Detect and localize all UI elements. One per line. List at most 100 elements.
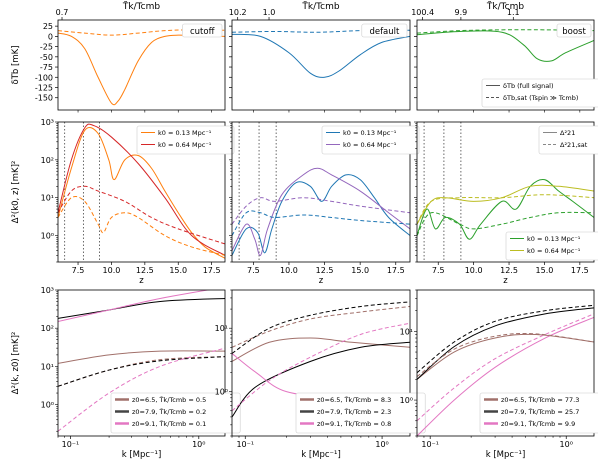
ytick-label-0: 10³ — [41, 286, 54, 295]
ytick-label-0: 10³ — [41, 118, 54, 127]
ytick-label-3: 10⁰ — [41, 232, 54, 241]
legend2-label-1: k0 = 0.64 Mpc⁻¹ — [527, 247, 581, 255]
legend-label-1: z0=7.9, T̃k/Tcmb = 0.2 — [132, 408, 206, 416]
series-line-5 — [58, 347, 225, 432]
series-line-2 — [58, 196, 225, 256]
ytick-label-2: -25 — [40, 43, 53, 52]
xtick-label-4: 17.5 — [571, 266, 589, 275]
legend-label-2: z0=9.1, T̃k/Tcmb = 0.8 — [317, 420, 391, 428]
ytick-label-3: 10⁰ — [41, 401, 54, 410]
axes-frame — [231, 19, 411, 111]
axes-frame — [416, 121, 595, 263]
y-axis-label: Δ²(k0, z) [mK]² — [11, 161, 21, 224]
legend-label-1: z0=7.9, T̃k/Tcmb = 25.7 — [501, 408, 579, 416]
xtick-label-3: 15.0 — [536, 266, 554, 275]
series-line-1 — [58, 29, 225, 36]
legend-label-0: z0=6.5, T̃k/Tcmb = 8.3 — [317, 396, 391, 404]
ytick-label-4: -75 — [40, 63, 53, 72]
axes-frame — [416, 289, 595, 437]
xtick-label-3: 15.0 — [169, 266, 187, 275]
x-axis-label: z — [503, 276, 508, 286]
series-line-1 — [232, 341, 410, 418]
legend-label-1: z0=7.9, T̃k/Tcmb = 2.3 — [317, 408, 391, 416]
ytick-label-1: 10⁰ — [400, 396, 413, 405]
axes-frame — [57, 121, 226, 263]
xtick-label-2: 12.5 — [316, 266, 334, 275]
panel-tag: default — [369, 27, 400, 37]
top-tick-label-1: 9.9 — [455, 8, 468, 17]
ytick-label-0: 10¹ — [400, 327, 413, 336]
legend-label-0: z0=6.5, T̃k/Tcmb = 77.3 — [501, 396, 579, 404]
series-line-0 — [58, 32, 225, 106]
axes-frame — [416, 19, 595, 111]
series-line-0 — [232, 174, 410, 256]
series-line-0 — [417, 30, 594, 62]
panel-tag-box — [182, 23, 223, 38]
series-line-3 — [58, 185, 225, 245]
legend2-box — [505, 231, 598, 261]
ytick-label-3: -50 — [40, 53, 53, 62]
ytick-label-5: -100 — [35, 73, 53, 82]
legend2-label-0: k0 = 0.13 Mpc⁻¹ — [527, 235, 581, 243]
legend-label-1: k0 = 0.64 Mpc⁻¹ — [343, 141, 397, 149]
xtick-label-0: 7.5 — [432, 266, 445, 275]
series-line-0 — [232, 33, 410, 78]
ytick-label-0: 25 — [43, 22, 53, 31]
legend-box — [479, 392, 598, 434]
xtick-label-1: 10⁰ — [192, 440, 205, 449]
series-line-2 — [417, 211, 594, 236]
series-line-3 — [58, 356, 225, 387]
ytick-label-2: 10¹ — [41, 194, 54, 203]
legend-label-0: k0 = 0.13 Mpc⁻¹ — [158, 129, 212, 137]
series-line-4 — [417, 304, 594, 374]
panel-p21: 10¹ 10⁰ 10⁻¹ 10⁰ k [Mpc⁻¹] z0=6.5, T̃k/Tcmb =… — [215, 289, 426, 460]
panel-p02: T̃k/Tcmb 100.4 9.9 1.1 boost δTb (full signal… — [411, 0, 598, 113]
legend-box — [538, 125, 598, 155]
xtick-label-4: 17.5 — [203, 266, 221, 275]
series-line-4 — [232, 301, 410, 354]
axes-frame — [57, 289, 226, 437]
xtick-label-1: 10.0 — [465, 266, 483, 275]
legend-label-2: z0=9.1, T̃k/Tcmb = 0.1 — [132, 420, 206, 428]
series-line-2 — [417, 316, 594, 436]
top-tick-label-0: 10.2 — [229, 8, 247, 17]
ytick-label-1: 10² — [41, 324, 54, 333]
panel-p11: 7.5 10.0 12.5 15.0 17.5 z k0 = 0.13 Mpc⁻¹ k0 = … — [229, 121, 420, 286]
legend-box — [136, 125, 235, 155]
xtick-label-0: 10⁻¹ — [236, 440, 254, 449]
panel-tag: boost — [562, 27, 586, 37]
y-axis-label: δTb [mK] — [11, 46, 21, 85]
xtick-label-0: 7.5 — [247, 266, 260, 275]
series-line-0 — [232, 337, 410, 362]
legend-box — [481, 78, 598, 108]
x-axis-label: k [Mpc⁻¹] — [301, 450, 341, 460]
series-line-0 — [58, 350, 225, 364]
panel-p22: 10¹ 10⁰ 10⁻¹ 10⁰ k [Mpc⁻¹] z0=6.5, T̃k/Tcmb =… — [400, 289, 598, 460]
xtick-label-3: 15.0 — [351, 266, 369, 275]
panel-p01: T̃k/Tcmb 10.2 1.0 default — [229, 0, 411, 113]
series-line-1 — [58, 123, 225, 256]
top-tick-label-1: 1.0 — [263, 8, 276, 17]
series-line-1 — [58, 297, 225, 319]
ytick-label-7: -150 — [35, 94, 53, 103]
xtick-label-1: 10.0 — [103, 266, 121, 275]
legend-label-1: k0 = 0.64 Mpc⁻¹ — [158, 141, 212, 149]
axes-frame — [57, 19, 226, 111]
legend-label-0: z0=6.5, T̃k/Tcmb = 0.5 — [132, 396, 206, 404]
legend-label-1: δTb,sat (Tspin ≫ Tcmb) — [503, 94, 578, 102]
legend-label-0: δTb (full signal) — [503, 82, 554, 90]
top-tick-label-2: 1.1 — [507, 8, 520, 17]
panel-tag: cutoff — [190, 27, 216, 37]
xtick-label-2: 12.5 — [136, 266, 154, 275]
series-line-1 — [417, 307, 594, 380]
xtick-label-1: 10⁰ — [560, 440, 573, 449]
xtick-label-4: 17.5 — [387, 266, 405, 275]
x-axis-label: z — [139, 276, 144, 286]
panel-p12: 7.5 10.0 12.5 15.0 17.5 z Δ²21 Δ²21,sat k0 = 0.1… — [414, 121, 598, 286]
series-line-0 — [417, 333, 594, 380]
ytick-label-2: 10¹ — [41, 362, 54, 371]
x-axis-label: k [Mpc⁻¹] — [122, 450, 162, 460]
xtick-label-0: 10⁻¹ — [62, 440, 80, 449]
top-tick-label-0: 0.7 — [56, 8, 69, 17]
series-line-2 — [232, 210, 410, 236]
